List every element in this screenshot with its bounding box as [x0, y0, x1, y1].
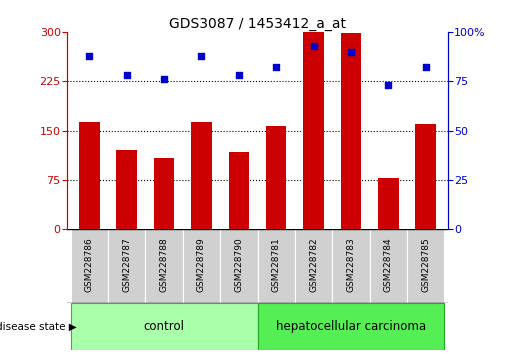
Point	[347, 49, 355, 55]
Bar	[258, 303, 444, 349]
Text: GSM228787: GSM228787	[122, 237, 131, 292]
Bar	[370, 229, 407, 303]
Bar	[116, 150, 137, 229]
Bar	[416, 124, 436, 229]
Text: GSM228783: GSM228783	[347, 237, 355, 292]
Text: GSM228785: GSM228785	[421, 237, 430, 292]
Bar	[229, 152, 249, 229]
Bar	[378, 178, 399, 229]
Text: GSM228782: GSM228782	[309, 237, 318, 292]
Text: control: control	[144, 320, 184, 333]
Point	[85, 53, 94, 58]
Point	[384, 82, 392, 88]
Bar	[295, 229, 332, 303]
Point	[235, 73, 243, 78]
Point	[197, 53, 205, 58]
Bar	[258, 229, 295, 303]
Point	[160, 76, 168, 82]
Bar	[191, 122, 212, 229]
Title: GDS3087 / 1453412_a_at: GDS3087 / 1453412_a_at	[169, 17, 346, 31]
Bar	[79, 122, 99, 229]
Text: GSM228790: GSM228790	[234, 237, 243, 292]
Bar	[407, 229, 444, 303]
Bar	[154, 158, 175, 229]
Bar	[108, 229, 145, 303]
Bar	[303, 32, 324, 229]
Bar	[71, 229, 108, 303]
Text: GSM228784: GSM228784	[384, 237, 393, 292]
Bar	[266, 126, 286, 229]
Bar	[145, 229, 183, 303]
Bar	[71, 303, 258, 349]
Point	[310, 43, 318, 48]
Text: GSM228781: GSM228781	[272, 237, 281, 292]
Text: disease state ▶: disease state ▶	[0, 321, 77, 331]
Text: GSM228789: GSM228789	[197, 237, 206, 292]
Point	[421, 64, 430, 70]
Bar	[220, 229, 258, 303]
Bar	[340, 33, 361, 229]
Text: GSM228786: GSM228786	[85, 237, 94, 292]
Point	[123, 73, 131, 78]
Text: hepatocellular carcinoma: hepatocellular carcinoma	[276, 320, 426, 333]
Bar	[332, 229, 370, 303]
Text: GSM228788: GSM228788	[160, 237, 168, 292]
Bar	[183, 229, 220, 303]
Point	[272, 64, 280, 70]
